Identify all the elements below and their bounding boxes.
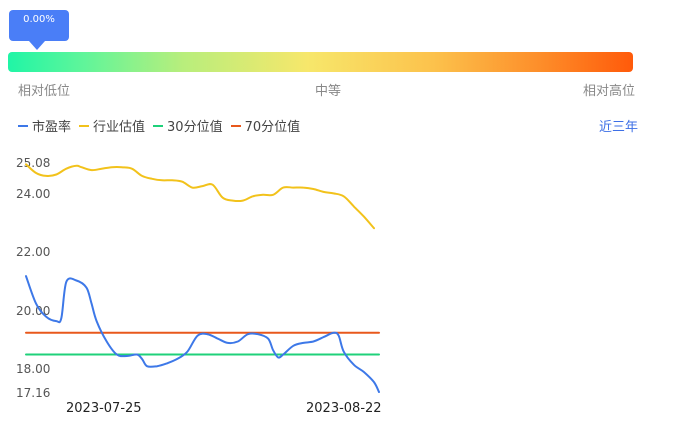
series-line-1 (25, 163, 375, 230)
legend-item-p70[interactable]: 70分位值 (230, 116, 301, 135)
chart-legend: 市盈率 行业估值 30分位值 70分位值 (18, 116, 308, 135)
legend-item-industry[interactable]: 行业估值 (79, 116, 145, 135)
x-tick-label: 2023-08-22 (306, 401, 382, 416)
y-tick-label: 25.08 (16, 156, 50, 170)
y-tick-label: 24.00 (16, 187, 50, 201)
y-tick-label: 22.00 (16, 245, 50, 259)
series-line-0 (25, 275, 380, 393)
period-selector-link[interactable]: 近三年 (599, 120, 639, 135)
y-tick-label: 18.00 (16, 362, 50, 376)
x-tick-label: 2023-07-25 (66, 401, 142, 416)
legend-label-p70: 70分位值 (244, 120, 301, 135)
y-axis-ticks: 25.08 24.00 22.00 20.00 18.00 17.16 (16, 156, 50, 400)
legend-swatch-pe (18, 124, 28, 127)
gauge-label-high: 相对高位 (583, 84, 636, 99)
y-tick-label: 17.16 (16, 386, 50, 400)
gauge-label-low: 相对低位 (18, 84, 71, 99)
legend-label-pe: 市盈率 (32, 120, 72, 135)
legend-swatch-p30 (153, 124, 164, 127)
gauge-marker: 0.00% (9, 10, 69, 50)
x-axis-ticks: 2023-07-25 2023-08-22 (66, 401, 382, 416)
legend-item-p30[interactable]: 30分位值 (153, 116, 223, 135)
legend-item-pe[interactable]: 市盈率 (18, 116, 71, 135)
gauge-label-mid: 中等 (315, 84, 342, 99)
legend-swatch-industry (79, 124, 90, 127)
series-layer (25, 163, 380, 393)
gauge-marker-value: 0.00% (23, 14, 55, 25)
legend-swatch-p70 (230, 124, 241, 127)
legend-label-industry: 行业估值 (93, 120, 146, 135)
y-tick-label: 20.00 (16, 304, 50, 318)
valuation-gauge-bar (8, 52, 633, 72)
legend-label-p30: 30分位值 (167, 120, 223, 135)
